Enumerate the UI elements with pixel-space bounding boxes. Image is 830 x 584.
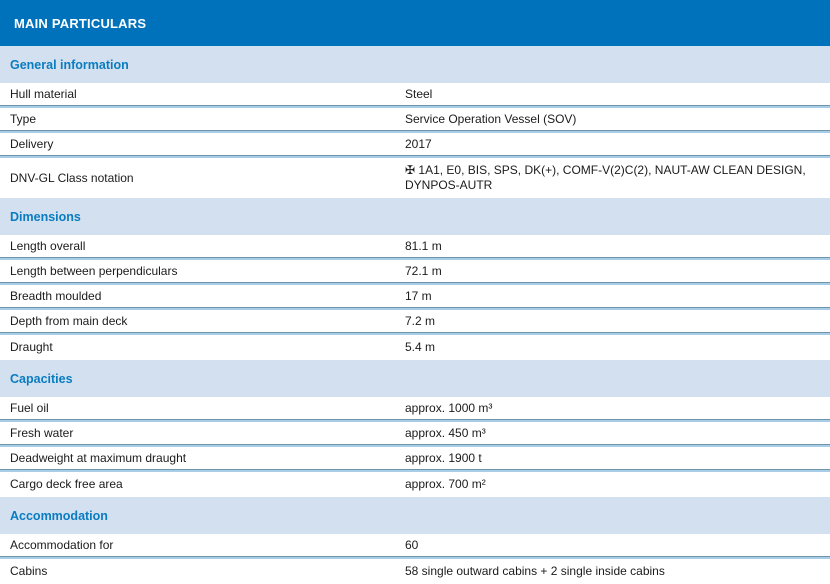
row-value: 72.1 m [405, 263, 442, 278]
row-separator [0, 307, 830, 310]
row-value: ✠ 1A1, E0, BIS, SPS, DK(+), COMF-V(2)C(2… [405, 163, 806, 192]
table-row-class-notation: DNV-GL Class notation ✠ 1A1, E0, BIS, SP… [0, 158, 830, 198]
table-row: Cabins 58 single outward cabins + 2 sing… [0, 559, 830, 584]
row-label: Accommodation for [10, 537, 114, 552]
row-value: 5.4 m [405, 340, 436, 354]
section-heading-text: Accommodation [10, 508, 108, 523]
row-separator [0, 556, 830, 559]
row-value: 7.2 m [405, 313, 436, 328]
row-label: Length overall [10, 238, 86, 253]
row-label: Depth from main deck [10, 313, 128, 328]
table-row: Accommodation for 60 [0, 534, 830, 556]
row-label: Breadth moulded [10, 288, 102, 303]
section-heading-text: General information [10, 57, 129, 72]
row-separator [0, 257, 830, 260]
row-value: approx. 700 m² [405, 477, 486, 491]
row-separator [0, 105, 830, 108]
section-heading-accommodation: Accommodation [0, 497, 830, 534]
row-label: Delivery [10, 136, 54, 151]
row-separator [0, 155, 830, 158]
row-separator [0, 130, 830, 133]
row-value: 81.1 m [405, 238, 442, 253]
row-separator [0, 419, 830, 422]
row-value: approx. 450 m³ [405, 425, 486, 440]
table-row: Draught 5.4 m [0, 335, 830, 360]
row-label: Deadweight at maximum draught [10, 450, 187, 465]
table-title: MAIN PARTICULARS [14, 15, 147, 31]
section-heading-text: Capacities [10, 371, 73, 386]
row-value: 17 m [405, 288, 432, 303]
table-row: Length between perpendiculars 72.1 m [0, 260, 830, 282]
row-value: 58 single outward cabins + 2 single insi… [405, 564, 665, 578]
row-value: Service Operation Vessel (SOV) [405, 111, 577, 126]
row-value: 2017 [405, 136, 432, 151]
table-row: Deadweight at maximum draught approx. 19… [0, 447, 830, 469]
row-label: Draught [10, 340, 53, 354]
table-title-bar: MAIN PARTICULARS [0, 0, 830, 46]
table-row: Hull material Steel [0, 83, 830, 105]
row-label: Cargo deck free area [10, 477, 123, 491]
row-separator [0, 282, 830, 285]
row-separator [0, 332, 830, 335]
row-value: Steel [405, 86, 433, 101]
row-label: Fresh water [10, 425, 74, 440]
row-separator [0, 469, 830, 472]
section-heading-general-information: General information [0, 46, 830, 83]
row-label: Type [10, 111, 37, 126]
section-heading-capacities: Capacities [0, 360, 830, 397]
row-label: Length between perpendiculars [10, 263, 178, 278]
row-value: approx. 1900 t [405, 450, 482, 465]
row-value: 60 [405, 537, 419, 552]
row-value: approx. 1000 m³ [405, 400, 493, 415]
section-heading-text: Dimensions [10, 209, 81, 224]
row-label: Hull material [10, 86, 77, 101]
table-row: Delivery 2017 [0, 133, 830, 155]
table-row: Fuel oil approx. 1000 m³ [0, 397, 830, 419]
table-row: Fresh water approx. 450 m³ [0, 422, 830, 444]
table-row: Length overall 81.1 m [0, 235, 830, 257]
row-label: Cabins [10, 564, 48, 578]
table-row: Type Service Operation Vessel (SOV) [0, 108, 830, 130]
table-row: Breadth moulded 17 m [0, 285, 830, 307]
section-heading-dimensions: Dimensions [0, 198, 830, 235]
row-label: DNV-GL Class notation [10, 170, 134, 185]
row-separator [0, 444, 830, 447]
row-label: Fuel oil [10, 400, 49, 415]
table-row: Cargo deck free area approx. 700 m² [0, 472, 830, 497]
table-row: Depth from main deck 7.2 m [0, 310, 830, 332]
